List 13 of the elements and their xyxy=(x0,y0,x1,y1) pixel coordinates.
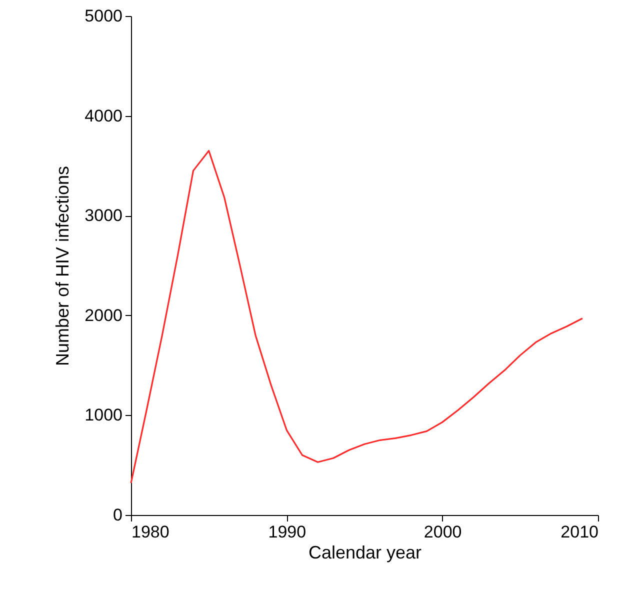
y-tick-label: 1000 xyxy=(84,406,122,425)
y-axis-title: Number of HIV infections xyxy=(52,166,73,366)
x-tick-label: 2010 xyxy=(560,522,598,542)
y-tick-label: 5000 xyxy=(84,6,122,26)
y-tick-label: 0 xyxy=(113,506,122,524)
x-tick-label: 1990 xyxy=(268,522,306,542)
y-tick-label: 3000 xyxy=(84,206,122,226)
line-series xyxy=(130,150,584,484)
x-axis-title: Calendar year xyxy=(308,542,422,562)
y-tick-label: 2000 xyxy=(84,306,122,325)
y-tick-label: 4000 xyxy=(84,106,122,126)
x-tick-label: 2000 xyxy=(424,522,462,542)
x-tick-label: 1980 xyxy=(132,522,170,542)
